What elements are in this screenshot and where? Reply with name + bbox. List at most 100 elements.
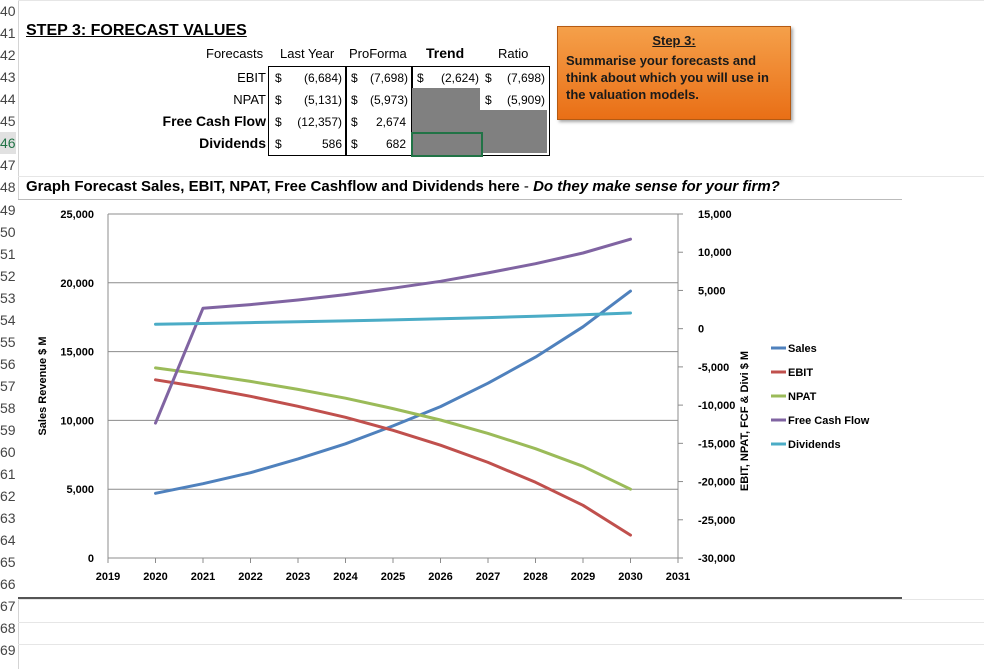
currency-symbol: $ bbox=[485, 71, 492, 85]
cell-gridline bbox=[18, 0, 984, 1]
currency-symbol: $ bbox=[351, 115, 358, 129]
y-right-tick-label: -10,000 bbox=[698, 400, 735, 412]
row-number[interactable]: 57 bbox=[0, 378, 16, 394]
row-number[interactable]: 50 bbox=[0, 224, 16, 240]
row-number[interactable]: 67 bbox=[0, 598, 16, 614]
x-tick-label: 2023 bbox=[286, 571, 310, 583]
x-tick-label: 2021 bbox=[191, 571, 215, 583]
row-number[interactable]: 41 bbox=[0, 25, 16, 41]
x-tick-label: 2019 bbox=[96, 571, 120, 583]
row-label-dividends: Dividends bbox=[199, 135, 266, 151]
row-number[interactable]: 51 bbox=[0, 246, 16, 262]
graph-heading-question: Do they make sense for your firm? bbox=[533, 178, 780, 195]
series-line-free-cash-flow[interactable] bbox=[154, 237, 632, 425]
fcf-last-year[interactable]: (12,357) bbox=[297, 115, 342, 129]
y-right-tick-label: -5,000 bbox=[698, 362, 729, 374]
ebit-last-year[interactable]: (6,684) bbox=[303, 71, 342, 85]
row-number[interactable]: 63 bbox=[0, 510, 16, 526]
y-left-tick-label: 25,000 bbox=[60, 209, 94, 221]
ebit-trend[interactable]: (2,624) bbox=[440, 71, 479, 85]
col-header-forecasts: Forecasts bbox=[206, 46, 264, 61]
cell-gridline bbox=[18, 599, 984, 600]
series-line-dividends[interactable] bbox=[154, 311, 632, 326]
currency-symbol: $ bbox=[485, 93, 492, 107]
x-tick-label: 2026 bbox=[428, 571, 452, 583]
col-header-proforma: ProForma bbox=[349, 46, 407, 61]
currency-symbol: $ bbox=[275, 137, 282, 151]
row-number[interactable]: 69 bbox=[0, 642, 16, 658]
col-header-last-year: Last Year bbox=[280, 46, 335, 61]
npat-last-year[interactable]: (5,131) bbox=[303, 93, 342, 107]
row-label-npat: NPAT bbox=[233, 92, 266, 107]
row-number[interactable]: 46 bbox=[0, 132, 16, 154]
row-header-column[interactable]: 40 41 42 43 44 45 46 47 48 49 50 51 52 53 54 55 56 57 58 59… bbox=[0, 0, 19, 669]
npat-proforma[interactable]: (5,973) bbox=[369, 93, 408, 107]
row-number[interactable]: 62 bbox=[0, 488, 16, 504]
ebit-proforma[interactable]: (7,698) bbox=[369, 71, 408, 85]
row-number[interactable]: 45 bbox=[0, 113, 16, 129]
x-tick-label: 2028 bbox=[523, 571, 547, 583]
note-body: Summarise your forecasts and think about… bbox=[566, 53, 769, 102]
chart-area[interactable]: 0 5,000 10,000 15,000 20,000 25,000 -30,000 -25… bbox=[18, 199, 902, 599]
row-number[interactable]: 60 bbox=[0, 444, 16, 460]
series-line-sales[interactable] bbox=[154, 289, 632, 495]
row-number[interactable]: 52 bbox=[0, 268, 16, 284]
legend-label: Free Cash Flow bbox=[788, 415, 870, 427]
cell-gridline bbox=[18, 622, 984, 623]
row-number[interactable]: 56 bbox=[0, 356, 16, 372]
row-number[interactable]: 55 bbox=[0, 334, 16, 350]
row-number[interactable]: 65 bbox=[0, 554, 16, 570]
series-line-npat[interactable] bbox=[154, 366, 632, 491]
x-tick-label: 2031 bbox=[666, 571, 690, 583]
y-left-tick-label: 0 bbox=[88, 553, 94, 565]
forecast-line-chart[interactable]: 0 5,000 10,000 15,000 20,000 25,000 -30,000 -25… bbox=[18, 200, 902, 597]
row-number[interactable]: 61 bbox=[0, 466, 16, 482]
div-proforma[interactable]: 682 bbox=[385, 137, 406, 151]
row-number[interactable]: 40 bbox=[0, 3, 16, 19]
y-right-tick-label: -20,000 bbox=[698, 477, 735, 489]
row-number[interactable]: 49 bbox=[0, 202, 16, 218]
currency-symbol: $ bbox=[417, 71, 424, 85]
page-title: STEP 3: FORECAST VALUES bbox=[26, 22, 247, 39]
fcf-proforma[interactable]: 2,674 bbox=[375, 115, 406, 129]
ebit-ratio[interactable]: (7,698) bbox=[506, 71, 545, 85]
y-right-tick-label: 15,000 bbox=[698, 209, 732, 221]
row-number[interactable]: 59 bbox=[0, 422, 16, 438]
row-number[interactable]: 44 bbox=[0, 91, 16, 107]
col-header-trend: Trend bbox=[426, 45, 465, 61]
row-number[interactable]: 58 bbox=[0, 400, 16, 416]
y-left-tick-label: 20,000 bbox=[60, 278, 94, 290]
row-number[interactable]: 42 bbox=[0, 47, 16, 63]
x-tick-label: 2020 bbox=[143, 571, 167, 583]
row-number[interactable]: 48 bbox=[0, 179, 16, 195]
row-number[interactable]: 64 bbox=[0, 532, 16, 548]
selected-cell[interactable] bbox=[411, 132, 483, 157]
graph-heading: Graph Forecast Sales, EBIT, NPAT, Free C… bbox=[26, 178, 780, 195]
row-label-ebit: EBIT bbox=[237, 70, 266, 85]
note-title: Step 3: bbox=[652, 33, 696, 48]
step3-note-shape[interactable]: Step 3: Summarise your forecasts and thi… bbox=[557, 26, 791, 120]
series-line-ebit[interactable] bbox=[154, 378, 632, 537]
y-left-tick-label: 15,000 bbox=[60, 347, 94, 359]
y-right-tick-label: -25,000 bbox=[698, 515, 735, 527]
legend-label: NPAT bbox=[788, 391, 817, 403]
col-header-ratio: Ratio bbox=[498, 46, 529, 61]
x-tick-label: 2022 bbox=[238, 571, 262, 583]
y-left-tick-label: 5,000 bbox=[66, 484, 94, 496]
x-tick-label: 2025 bbox=[381, 571, 405, 583]
row-label-fcf: Free Cash Flow bbox=[162, 113, 266, 129]
currency-symbol: $ bbox=[351, 93, 358, 107]
div-last-year[interactable]: 586 bbox=[321, 137, 342, 151]
row-number[interactable]: 53 bbox=[0, 290, 16, 306]
npat-ratio[interactable]: (5,909) bbox=[506, 93, 545, 107]
x-tick-label: 2029 bbox=[571, 571, 595, 583]
row-number[interactable]: 43 bbox=[0, 69, 16, 85]
ratio-empty-cells bbox=[480, 110, 547, 153]
row-number[interactable]: 66 bbox=[0, 576, 16, 592]
cell-gridline bbox=[18, 644, 984, 645]
row-number[interactable]: 68 bbox=[0, 620, 16, 636]
row-number[interactable]: 54 bbox=[0, 312, 16, 328]
legend-label: Sales bbox=[788, 343, 817, 355]
y-right-axis-label: EBIT, NPAT, FCF & Divi $ M bbox=[739, 351, 751, 491]
row-number[interactable]: 47 bbox=[0, 157, 16, 173]
